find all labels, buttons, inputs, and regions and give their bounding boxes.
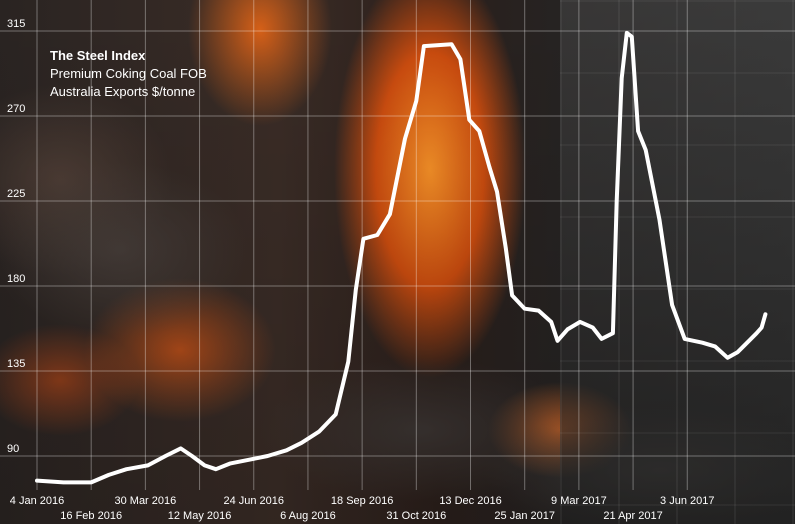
x-tick-label-10: 9 Mar 2017: [551, 495, 607, 507]
y-tick-label-180: 180: [7, 273, 25, 285]
x-tick-label-9: 25 Jan 2017: [494, 510, 555, 522]
x-tick-label-12: 3 Jun 2017: [660, 495, 714, 507]
y-tick-label-270: 270: [7, 103, 25, 115]
chart-title-block: The Steel Index Premium Coking Coal FOB …: [50, 47, 207, 101]
y-tick-label-135: 135: [7, 358, 25, 370]
y-tick-label-315: 315: [7, 18, 25, 30]
chart-subtitle-line-1: Premium Coking Coal FOB: [50, 66, 207, 81]
x-tick-label-7: 31 Oct 2016: [386, 510, 446, 522]
x-tick-label-4: 24 Jun 2016: [223, 495, 284, 507]
x-tick-label-0: 4 Jan 2016: [10, 495, 64, 507]
x-tick-label-11: 21 Apr 2017: [603, 510, 662, 522]
y-axis-ticks: 90 135 180 225 270 315: [7, 18, 25, 455]
x-tick-label-1: 16 Feb 2016: [60, 510, 122, 522]
x-tick-label-3: 12 May 2016: [168, 510, 232, 522]
chart-subtitle-line-2: Australia Exports $/tonne: [50, 84, 196, 99]
x-tick-label-5: 6 Aug 2016: [280, 510, 336, 522]
chart-title: The Steel Index: [50, 48, 146, 63]
y-tick-label-90: 90: [7, 443, 19, 455]
price-series-line: [35, 30, 768, 485]
steel-plant-overlay: [560, 0, 795, 524]
x-axis-ticks: 4 Jan 2016 16 Feb 2016 30 Mar 2016 12 May 2…: [10, 495, 715, 522]
grid-lines: [0, 0, 795, 490]
x-tick-label-8: 13 Dec 2016: [439, 495, 501, 507]
x-tick-label-6: 18 Sep 2016: [331, 495, 393, 507]
y-tick-label-225: 225: [7, 188, 25, 200]
x-tick-label-2: 30 Mar 2016: [114, 495, 176, 507]
